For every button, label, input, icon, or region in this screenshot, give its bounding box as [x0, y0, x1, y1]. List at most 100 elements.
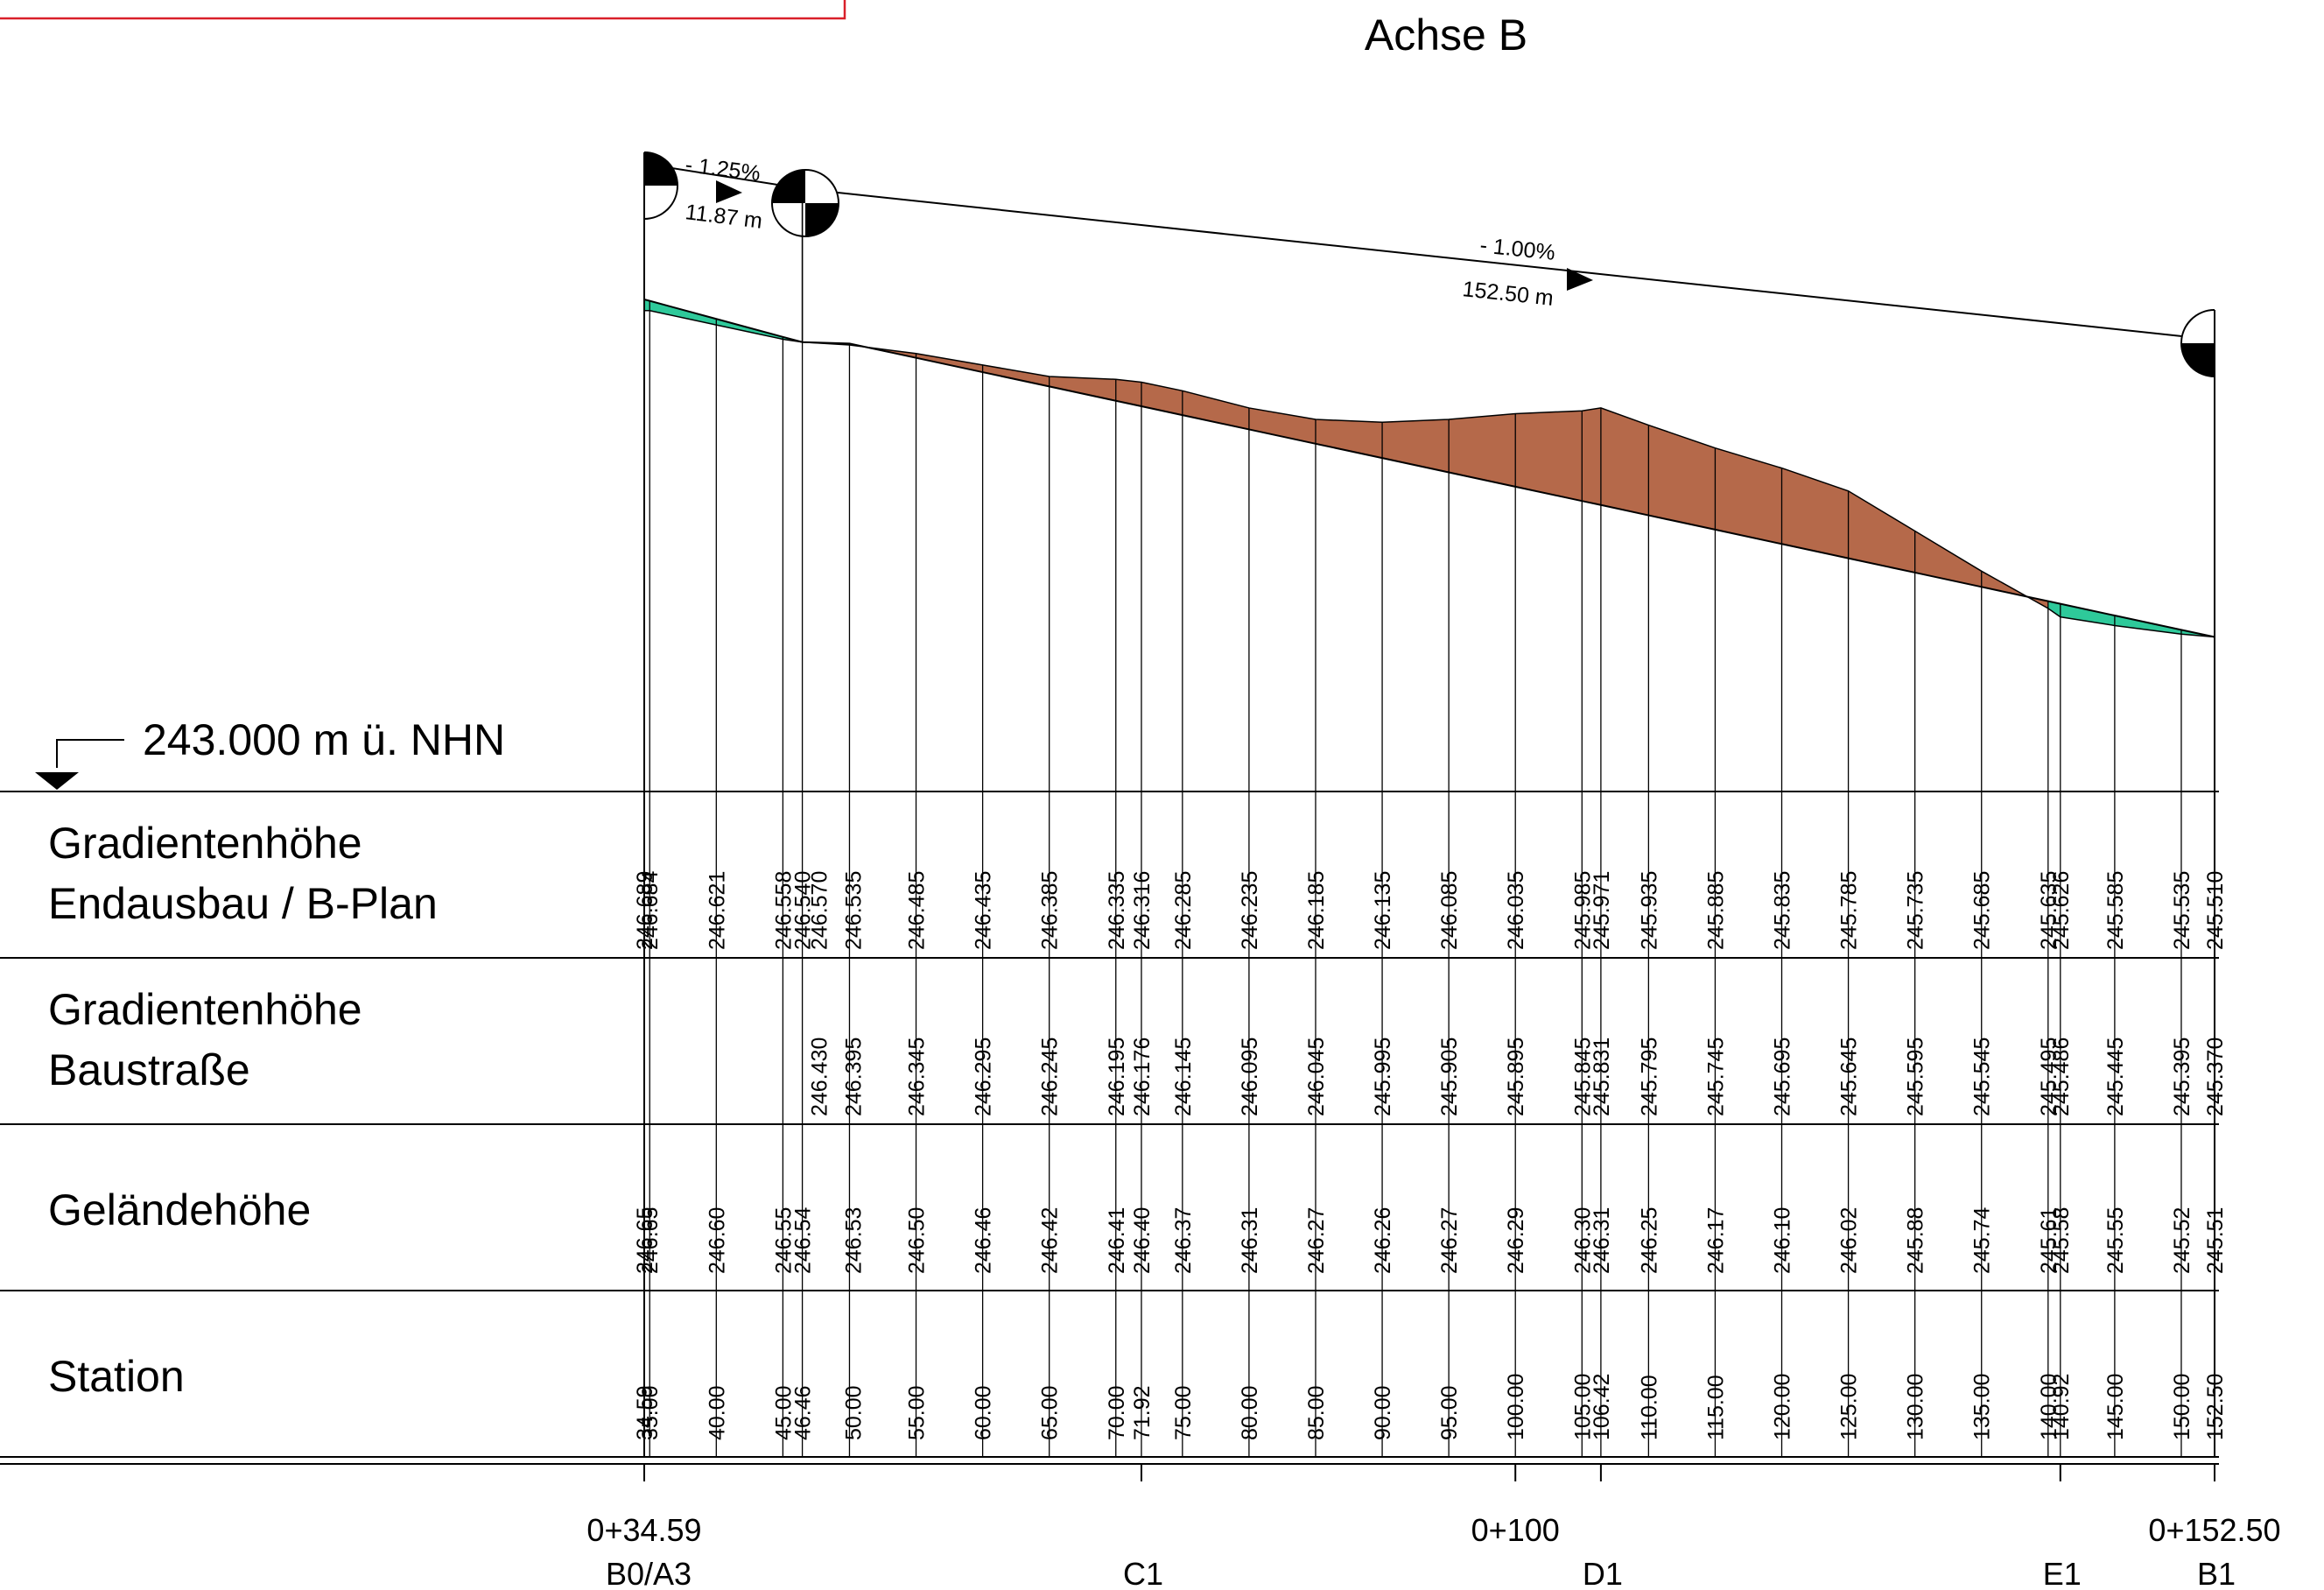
band-value-baustrasse: 245.445	[2103, 1038, 2128, 1116]
station-markers: 0+34.59 0+100 0+152.50 B0/A3 C1 D1 E1 B1	[586, 1464, 2281, 1590]
band-value-station: 55.00	[905, 1385, 930, 1440]
station-columns	[643, 152, 2215, 1457]
grade-arrow-icon	[1567, 268, 1593, 291]
earth-fill-segment	[1515, 411, 1583, 502]
band-value-endausbau: 246.540	[791, 871, 816, 950]
band-value-endausbau: 245.935	[1637, 871, 1661, 950]
station-mark-label: 0+34.59	[586, 1512, 701, 1548]
row-label-endausbau-line1: Gradientenhöhe	[48, 819, 362, 868]
row-label-baustrasse-line1: Gradientenhöhe	[48, 985, 362, 1034]
band-value-gelaende: 245.61	[2037, 1207, 2061, 1274]
band-value-endausbau: 246.689	[633, 871, 657, 950]
datum-label: 243.000 m ü. NHN	[143, 715, 505, 764]
row-label-gelaende: Geländehöhe	[48, 1185, 311, 1235]
band-value-gelaende: 246.25	[1637, 1207, 1661, 1274]
band-value-station: 80.00	[1238, 1385, 1262, 1440]
band-value-station: 115.00	[1703, 1375, 1728, 1440]
point-label: C1	[1123, 1556, 1163, 1590]
band-value-station: 35.00	[638, 1385, 663, 1440]
band-value-endausbau: 245.971	[1590, 871, 1614, 950]
band-value-baustrasse: 245.545	[1970, 1038, 1995, 1116]
band-value-gelaende: 246.10	[1771, 1207, 1795, 1274]
grade-line-group: - 1.25% 11.87 m - 1.00% 152.50 m	[643, 151, 2215, 377]
earth-fill-segment	[1115, 379, 1141, 406]
band-value-station: 140.00	[2037, 1374, 2061, 1440]
earth-fill-segment	[982, 364, 1050, 387]
band-value-endausbau: 245.735	[1904, 871, 1928, 950]
band-value-gelaende: 246.65	[638, 1207, 663, 1274]
cut-fill-segment	[2060, 603, 2115, 626]
earth-fill-segment	[1582, 407, 1601, 505]
band-value-gelaende: 246.37	[1171, 1207, 1196, 1274]
band-value-station: 85.00	[1304, 1385, 1329, 1440]
band-value-endausbau: 246.435	[972, 871, 996, 950]
grade-label-first: - 1.25%	[684, 152, 762, 186]
band-value-station: 106.42	[1590, 1374, 1614, 1440]
band-value-endausbau: 246.385	[1038, 871, 1063, 950]
band-value-endausbau: 246.185	[1304, 871, 1329, 950]
band-value-baustrasse: 245.905	[1437, 1038, 1462, 1116]
band-value-endausbau: 246.485	[905, 871, 930, 950]
earth-fill-segment	[1049, 376, 1116, 401]
band-value-gelaende: 246.50	[905, 1207, 930, 1274]
earth-fill-segment	[1715, 447, 1782, 545]
band-value-endausbau: 246.235	[1238, 871, 1262, 950]
drawing-title: Achse B	[1365, 11, 1527, 60]
cut-fill-segment	[644, 299, 650, 311]
band-value-station: 152.50	[2203, 1374, 2228, 1440]
band-value-gelaende: 245.74	[1970, 1207, 1995, 1274]
point-label: E1	[2043, 1556, 2082, 1590]
band-value-gelaende: 246.54	[791, 1207, 816, 1274]
band-value-baustrasse: 245.995	[1371, 1038, 1395, 1116]
grade-arrow-icon	[716, 180, 742, 203]
band-value-station: 105.00	[1570, 1374, 1595, 1440]
band-value-baustrasse: 246.345	[905, 1038, 930, 1116]
row-label-endausbau-line2: Endausbau / B-Plan	[48, 879, 438, 928]
earth-fill-segment	[1449, 413, 1516, 487]
band-value-station: 130.00	[1904, 1374, 1928, 1440]
band-value-baustrasse: 245.895	[1504, 1038, 1528, 1116]
gradient-line	[643, 299, 2215, 638]
band-value-gelaende: 246.55	[771, 1207, 796, 1274]
datum-marker: 243.000 m ü. NHN	[35, 715, 505, 790]
cut-fill-segment	[649, 300, 717, 326]
band-value-baustrasse: 245.395	[2170, 1038, 2194, 1116]
length-label-first: 11.87 m	[684, 200, 763, 234]
station-mark-label: 0+152.50	[2148, 1512, 2280, 1548]
earth-fill-segment	[1315, 419, 1383, 459]
band-value-gelaende: 246.27	[1304, 1207, 1329, 1274]
cut-fill-segment	[2114, 616, 2181, 635]
row-label-baustrasse-line2: Baustraße	[48, 1045, 250, 1094]
band-value-endausbau: 245.535	[2170, 871, 2194, 950]
band-value-station: 71.92	[1130, 1385, 1155, 1440]
band-value-baustrasse: 246.195	[1105, 1038, 1129, 1116]
band-value-baustrasse: 246.395	[841, 1038, 866, 1116]
band-value-station: 135.00	[1970, 1374, 1995, 1440]
band-value-gelaende: 246.27	[1437, 1207, 1462, 1274]
start-point-survey-icon	[643, 151, 678, 220]
band-value-station: 75.00	[1171, 1385, 1196, 1440]
band-value-baustrasse: 246.295	[972, 1038, 996, 1116]
terrain-line	[644, 310, 2215, 638]
break-point-survey-icon	[771, 169, 839, 237]
band-value-gelaende: 246.02	[1837, 1207, 1862, 1274]
band-value-endausbau: 245.685	[1970, 871, 1995, 950]
point-label: D1	[1583, 1556, 1623, 1590]
band-value-baustrasse: 245.745	[1703, 1038, 1728, 1116]
length-label-second: 152.50 m	[1461, 277, 1555, 311]
band-value-station: 46.46	[791, 1385, 816, 1440]
grade-label-second: - 1.00%	[1478, 233, 1556, 265]
band-value-baustrasse: 246.430	[808, 1038, 832, 1116]
band-table	[0, 791, 2219, 1465]
band-value-gelaende: 246.31	[1238, 1207, 1262, 1274]
band-value-gelaende: 245.88	[1904, 1207, 1928, 1274]
band-value-endausbau: 245.585	[2103, 871, 2128, 950]
band-value-gelaende: 246.40	[1130, 1207, 1155, 1274]
band-value-baustrasse: 246.045	[1304, 1038, 1329, 1116]
point-label: B0/A3	[606, 1556, 692, 1590]
band-value-endausbau: 245.885	[1703, 871, 1728, 950]
band-value-gelaende: 246.26	[1371, 1207, 1395, 1274]
point-label: B1	[2197, 1556, 2236, 1590]
band-value-endausbau: 246.535	[841, 871, 866, 950]
